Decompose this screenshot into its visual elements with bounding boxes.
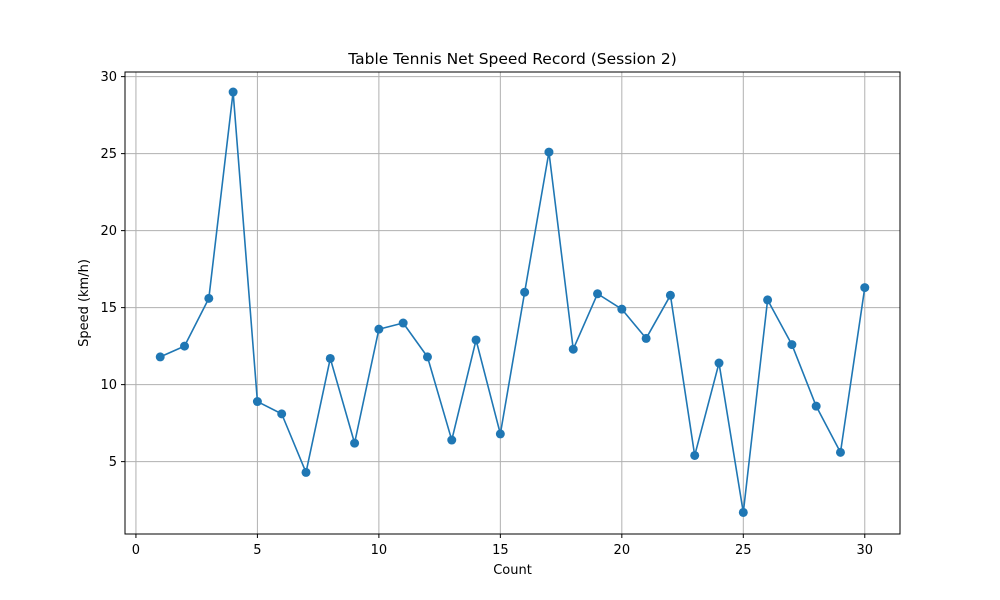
y-axis-label: Speed (km/h) (77, 259, 92, 347)
data-point (180, 341, 190, 351)
data-point (738, 507, 748, 517)
plot-frame (124, 71, 901, 535)
y-tick-label: 15 (100, 301, 117, 316)
x-axis: 0 5 10 15 20 25 30 (132, 534, 873, 558)
data-point (617, 304, 627, 314)
data-point (398, 318, 408, 328)
data-point (204, 293, 214, 303)
data-point (665, 290, 675, 300)
y-tick-label: 20 (100, 224, 117, 239)
x-tick-label: 20 (614, 543, 631, 558)
data-point (350, 438, 360, 448)
data-point (495, 429, 505, 439)
x-tick-label: 30 (856, 543, 873, 558)
data-point (155, 352, 165, 362)
series-line (159, 91, 866, 514)
data-point (593, 289, 603, 299)
data-point (763, 295, 773, 305)
series (155, 87, 870, 517)
y-tick-label: 30 (100, 70, 117, 85)
y-tick-label: 5 (109, 455, 117, 470)
data-point (447, 435, 457, 445)
y-tick-label: 10 (100, 378, 117, 393)
data-point (714, 358, 724, 368)
data-point (520, 287, 530, 297)
data-point (568, 344, 578, 354)
data-point (787, 340, 797, 350)
x-tick-label: 0 (132, 543, 140, 558)
data-point (860, 283, 870, 293)
y-tick-label: 25 (100, 147, 117, 162)
x-axis-label: Count (493, 563, 532, 578)
data-point (325, 353, 335, 363)
data-point (471, 335, 481, 345)
data-point (301, 467, 311, 477)
data-point (277, 409, 287, 419)
data-point (252, 397, 262, 407)
data-point (641, 333, 651, 343)
x-tick-label: 5 (253, 543, 261, 558)
data-point (544, 147, 554, 157)
chart-title: Table Tennis Net Speed Record (Session 2… (347, 50, 677, 68)
x-tick-label: 15 (492, 543, 509, 558)
data-point (374, 324, 384, 334)
data-point (811, 401, 821, 411)
data-point (228, 87, 238, 97)
grid (125, 72, 900, 534)
data-point (422, 352, 432, 362)
data-point (690, 450, 700, 460)
y-axis: 5 10 15 20 25 30 (100, 70, 125, 470)
data-point (835, 447, 845, 457)
x-tick-label: 10 (371, 543, 388, 558)
x-tick-label: 25 (735, 543, 752, 558)
